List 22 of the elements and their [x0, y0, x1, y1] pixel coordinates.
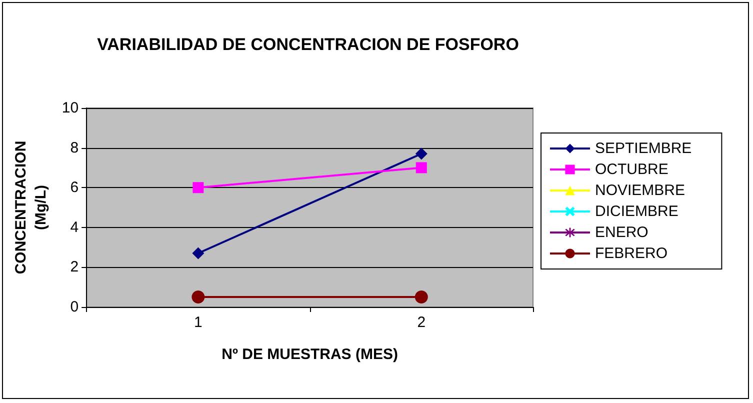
legend-label: FEBRERO [595, 245, 668, 262]
x-axis-title: Nº DE MUESTRAS (MES) [222, 346, 398, 363]
legend-label: DICIEMBRE [595, 203, 678, 220]
point [192, 182, 204, 194]
point [192, 247, 204, 260]
y-tick-label: 10 [62, 100, 79, 116]
y-tick-label: 6 [70, 179, 79, 196]
x-tick-label: 1 [194, 314, 202, 331]
legend-label: SEPTIEMBRE [595, 140, 692, 157]
chart-title: VARIABILIDAD DE CONCENTRACION DE FOSFORO [97, 35, 519, 54]
legend-label: OCTUBRE [595, 161, 668, 178]
y-tick-label: 4 [70, 218, 79, 236]
legend-label: ENERO [595, 224, 648, 241]
point [192, 290, 205, 304]
legend-label: NOVIEMBRE [595, 182, 686, 199]
point [414, 290, 428, 304]
y-tick-label: 8 [70, 139, 79, 156]
point [416, 162, 427, 174]
y-tick-label: 2 [70, 258, 79, 276]
y-axis-title: CONCENTRACION (Mg/L) [12, 140, 50, 274]
y-tick-label: 0 [70, 298, 79, 316]
point [415, 148, 428, 160]
